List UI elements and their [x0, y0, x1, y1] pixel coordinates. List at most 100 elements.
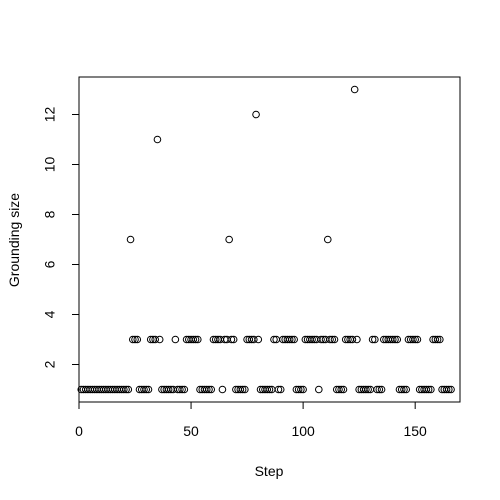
data-point [178, 385, 186, 394]
x-axis-label: Step [255, 463, 284, 479]
data-point [353, 335, 361, 344]
data-point [308, 335, 316, 344]
data-point [250, 335, 258, 344]
data-point [144, 385, 153, 394]
data-point [189, 335, 198, 344]
data-point [371, 335, 379, 344]
data-point [323, 235, 332, 244]
data-point [424, 385, 433, 394]
data-point [364, 385, 372, 394]
data-point [229, 335, 238, 344]
data-point [442, 385, 451, 394]
x-tick-label: 150 [403, 423, 427, 439]
data-point [444, 385, 453, 394]
data-point [180, 385, 189, 394]
data-point [409, 335, 417, 344]
data-point [297, 385, 305, 394]
y-tick-label: 8 [42, 210, 58, 218]
data-point [176, 385, 184, 394]
data-point [393, 335, 402, 344]
data-point [131, 335, 139, 344]
y-tick-label: 10 [42, 157, 58, 173]
data-point [211, 335, 220, 344]
data-point [265, 385, 274, 394]
data-point [422, 385, 431, 394]
plot-frame [78, 76, 461, 403]
data-point [362, 385, 370, 394]
y-axis: 2 4 6 8 10 12 [42, 107, 80, 368]
data-point [433, 335, 442, 344]
data-point [218, 385, 227, 394]
data-point [288, 335, 296, 344]
data-point [263, 385, 272, 394]
data-point [290, 335, 298, 344]
data-point [238, 385, 247, 394]
data-point [317, 335, 325, 344]
data-point [337, 385, 346, 394]
data-point [339, 385, 348, 394]
data-point [207, 385, 216, 394]
data-point [120, 385, 128, 394]
data-point [122, 385, 130, 394]
data-point [274, 385, 283, 394]
x-tick-label: 50 [183, 423, 199, 439]
data-point [315, 385, 323, 394]
data-point [368, 335, 377, 344]
y-tick-label: 2 [42, 360, 58, 368]
data-point [245, 335, 254, 344]
data-points [77, 85, 455, 394]
y-tick-label: 6 [42, 260, 58, 268]
data-point [126, 235, 135, 244]
data-point [388, 335, 397, 344]
data-point [285, 335, 294, 344]
data-point [350, 85, 359, 94]
data-point [270, 335, 278, 344]
data-point [193, 335, 202, 344]
y-axis-label: Grounding size [6, 193, 22, 287]
data-point [400, 385, 408, 394]
x-tick-label: 100 [291, 423, 315, 439]
data-point [377, 385, 386, 394]
data-point [344, 335, 352, 344]
data-point [171, 335, 180, 344]
data-point [241, 385, 249, 394]
data-point [236, 385, 245, 394]
data-point [299, 385, 307, 394]
data-point [330, 335, 339, 344]
data-point [402, 385, 411, 394]
data-point [205, 385, 213, 394]
data-point [146, 335, 155, 344]
data-point [155, 335, 164, 344]
data-point [225, 235, 233, 244]
data-point [411, 335, 419, 344]
y-tick-label: 4 [42, 310, 58, 318]
x-tick-label: 0 [75, 423, 83, 439]
data-point [276, 385, 285, 394]
data-point [153, 135, 162, 144]
data-point [413, 335, 422, 344]
data-point [348, 335, 357, 344]
data-point [124, 385, 133, 394]
data-point [431, 335, 440, 344]
data-point [140, 385, 148, 394]
data-point [335, 385, 343, 394]
data-point [375, 385, 384, 394]
data-point [294, 385, 303, 394]
data-point [436, 335, 444, 344]
data-point [427, 385, 435, 394]
data-point [326, 335, 334, 344]
data-point [227, 335, 236, 344]
data-point [164, 385, 173, 394]
x-axis: 0 50 100 150 [75, 401, 427, 439]
data-point [397, 385, 406, 394]
data-point [133, 335, 142, 344]
data-point [328, 335, 337, 344]
data-point [254, 335, 263, 344]
data-point [128, 335, 137, 344]
data-point [391, 335, 399, 344]
data-point [252, 110, 260, 119]
data-point [142, 385, 151, 394]
data-point [447, 385, 455, 394]
data-point [202, 385, 211, 394]
y-tick-label: 12 [42, 107, 58, 123]
